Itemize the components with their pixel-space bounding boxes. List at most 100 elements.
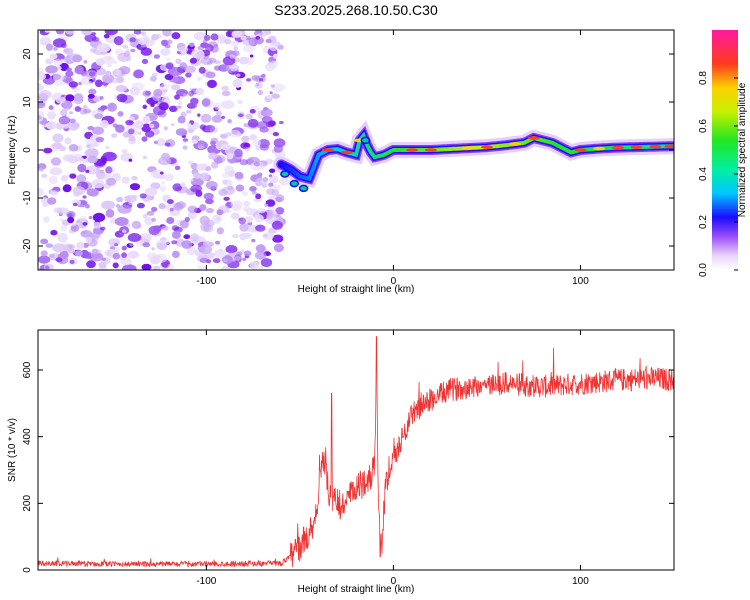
colorbar-ticks: 0.0 0.2 0.4 0.6 0.8 bbox=[698, 71, 738, 277]
noise-blob bbox=[131, 220, 141, 229]
noise-blob bbox=[45, 265, 50, 270]
noise-blob bbox=[149, 123, 155, 129]
noise-blob bbox=[58, 116, 71, 125]
noise-blob bbox=[161, 180, 166, 185]
noise-blob bbox=[78, 81, 82, 86]
noise-blob bbox=[138, 131, 142, 135]
noise-blob bbox=[47, 197, 57, 205]
noise-blob bbox=[92, 212, 106, 222]
noise-blob bbox=[105, 166, 113, 174]
noise-blob bbox=[130, 48, 136, 53]
ridge-hotspot bbox=[630, 145, 643, 149]
noise-blob bbox=[65, 107, 70, 112]
noise-blob bbox=[86, 188, 99, 197]
noise-blob bbox=[241, 135, 250, 143]
noise-blob bbox=[254, 214, 264, 223]
noise-blob bbox=[239, 159, 248, 166]
noise-blob bbox=[210, 140, 216, 146]
noise-blob bbox=[255, 244, 266, 253]
noise-blob bbox=[203, 224, 210, 230]
ridge-hotspot bbox=[593, 146, 606, 151]
snr-line bbox=[38, 336, 674, 568]
noise-blob bbox=[231, 40, 239, 47]
noise-blob bbox=[243, 250, 252, 257]
noise-blob bbox=[227, 185, 234, 191]
noise-blob bbox=[162, 30, 172, 37]
noise-blob bbox=[270, 84, 275, 88]
noise-blob bbox=[255, 177, 268, 186]
noise-blob bbox=[87, 81, 93, 85]
noise-blob bbox=[108, 238, 120, 247]
noise-blob bbox=[237, 99, 243, 105]
noise-blob bbox=[185, 72, 192, 78]
noise-blob bbox=[69, 259, 75, 264]
noise-blob bbox=[199, 172, 210, 182]
noise-blob bbox=[187, 211, 197, 220]
noise-blob bbox=[40, 39, 47, 46]
noise-blob bbox=[152, 105, 166, 116]
noise-blob bbox=[179, 62, 188, 70]
noise-blob bbox=[140, 31, 146, 36]
noise-blob bbox=[210, 33, 219, 41]
noise-blob bbox=[216, 227, 224, 235]
spectrogram-x-ticks: -100 0 100 bbox=[196, 30, 589, 287]
ridge-hotspot bbox=[664, 144, 674, 149]
spectrogram-y-ticks: -20 -10 0 10 20 bbox=[22, 48, 674, 253]
noise-blob bbox=[45, 243, 53, 248]
noise-blob bbox=[273, 144, 283, 153]
noise-blob bbox=[85, 236, 93, 244]
noise-blob bbox=[214, 249, 227, 259]
noise-blob bbox=[159, 83, 170, 91]
noise-blob bbox=[155, 138, 166, 147]
noise-blob bbox=[142, 115, 151, 123]
ridge-hotspot bbox=[424, 148, 437, 152]
noise-blob bbox=[117, 111, 124, 117]
noise-blob bbox=[273, 66, 277, 70]
noise-blob bbox=[101, 200, 116, 210]
noise-blob bbox=[221, 265, 230, 270]
noise-blob bbox=[82, 222, 88, 226]
noise-blob bbox=[50, 190, 59, 196]
noise-blob bbox=[78, 156, 84, 161]
noise-blob bbox=[188, 101, 198, 109]
noise-blob bbox=[144, 130, 155, 138]
noise-blob bbox=[121, 252, 127, 258]
noise-blob bbox=[186, 246, 196, 256]
noise-blob bbox=[71, 223, 76, 227]
snr-line-group bbox=[38, 336, 674, 568]
noise-blob bbox=[129, 183, 141, 191]
noise-blob bbox=[197, 139, 205, 147]
noise-blob bbox=[212, 258, 221, 264]
noise-blob bbox=[205, 207, 214, 214]
noise-blob bbox=[246, 57, 255, 65]
noise-blob bbox=[142, 242, 151, 248]
noise-blob bbox=[164, 142, 171, 147]
noise-blob bbox=[144, 90, 152, 96]
noise-blob bbox=[252, 139, 261, 147]
noise-blob bbox=[38, 255, 51, 264]
y-tick-label: 0 bbox=[22, 147, 33, 153]
noise-blob bbox=[84, 148, 99, 159]
noise-blob bbox=[151, 217, 156, 222]
noise-blob bbox=[241, 249, 245, 253]
noise-blob bbox=[164, 73, 174, 81]
noise-blob bbox=[123, 50, 131, 58]
noise-blob bbox=[96, 43, 111, 53]
colorbar-tick-label: 0.2 bbox=[698, 215, 709, 229]
noise-blob bbox=[68, 81, 79, 88]
noise-blob bbox=[264, 203, 269, 208]
ridge-hotspot bbox=[527, 136, 540, 140]
noise-blob bbox=[257, 208, 266, 214]
noise-blob bbox=[232, 233, 239, 239]
noise-blob bbox=[125, 119, 134, 126]
noise-blob bbox=[151, 247, 155, 251]
noise-blob bbox=[146, 252, 157, 260]
noise-blob bbox=[244, 216, 254, 223]
noise-blob bbox=[68, 118, 76, 124]
noise-blob bbox=[83, 60, 88, 64]
noise-blob bbox=[55, 30, 65, 35]
x-tick-label: -100 bbox=[196, 576, 216, 587]
noise-blob bbox=[128, 201, 134, 206]
noise-blob bbox=[107, 63, 112, 68]
noise-blob bbox=[98, 261, 107, 269]
